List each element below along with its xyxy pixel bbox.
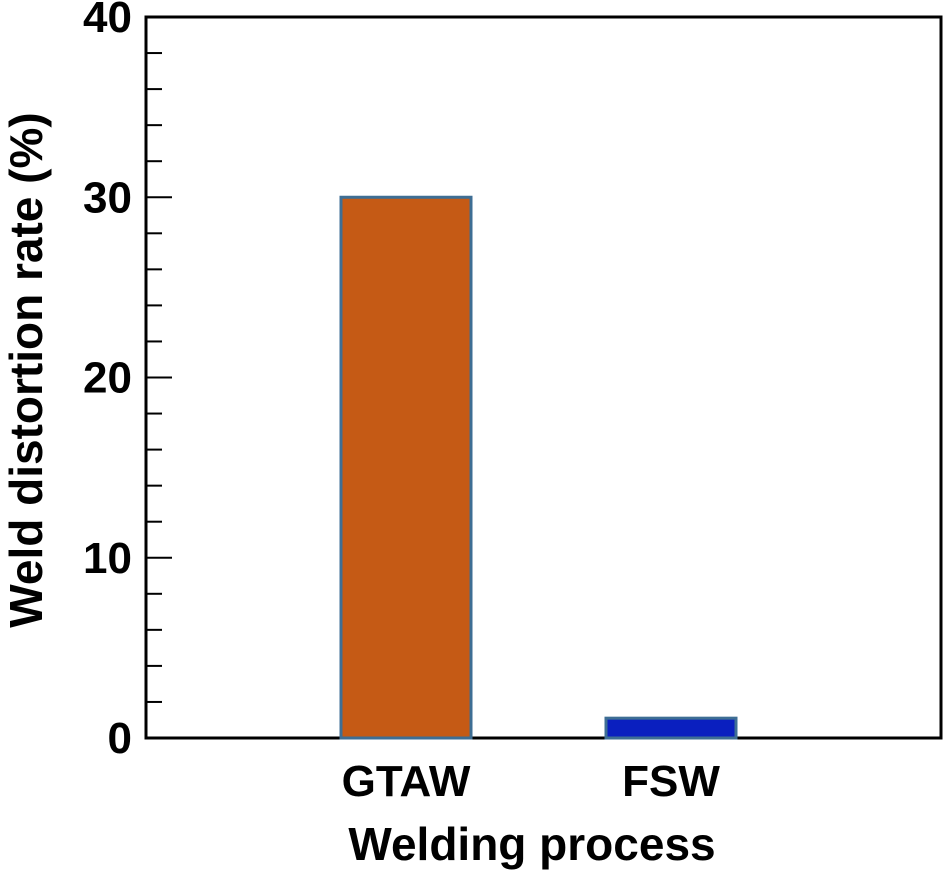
- x-tick-label: FSW: [622, 757, 720, 806]
- y-axis-tick-labels: 0 10 20 30 40: [83, 0, 132, 763]
- bars: [339, 195, 738, 740]
- y-tick-label: 30: [83, 173, 132, 222]
- x-tick-label: GTAW: [342, 757, 471, 806]
- y-tick-label: 0: [108, 714, 132, 763]
- y-tick-label: 10: [83, 534, 132, 583]
- bar-gtaw: [339, 195, 473, 740]
- bar-fsw: [604, 716, 738, 740]
- plot-frame: [144, 15, 943, 740]
- x-axis-title: Welding process: [348, 818, 715, 870]
- y-axis-ticks: [146, 16, 172, 739]
- y-tick-label: 40: [83, 0, 132, 42]
- y-axis-title: Weld distortion rate (%): [0, 112, 52, 627]
- y-tick-label: 20: [83, 354, 132, 403]
- x-axis-category-labels: GTAW FSW: [342, 757, 721, 806]
